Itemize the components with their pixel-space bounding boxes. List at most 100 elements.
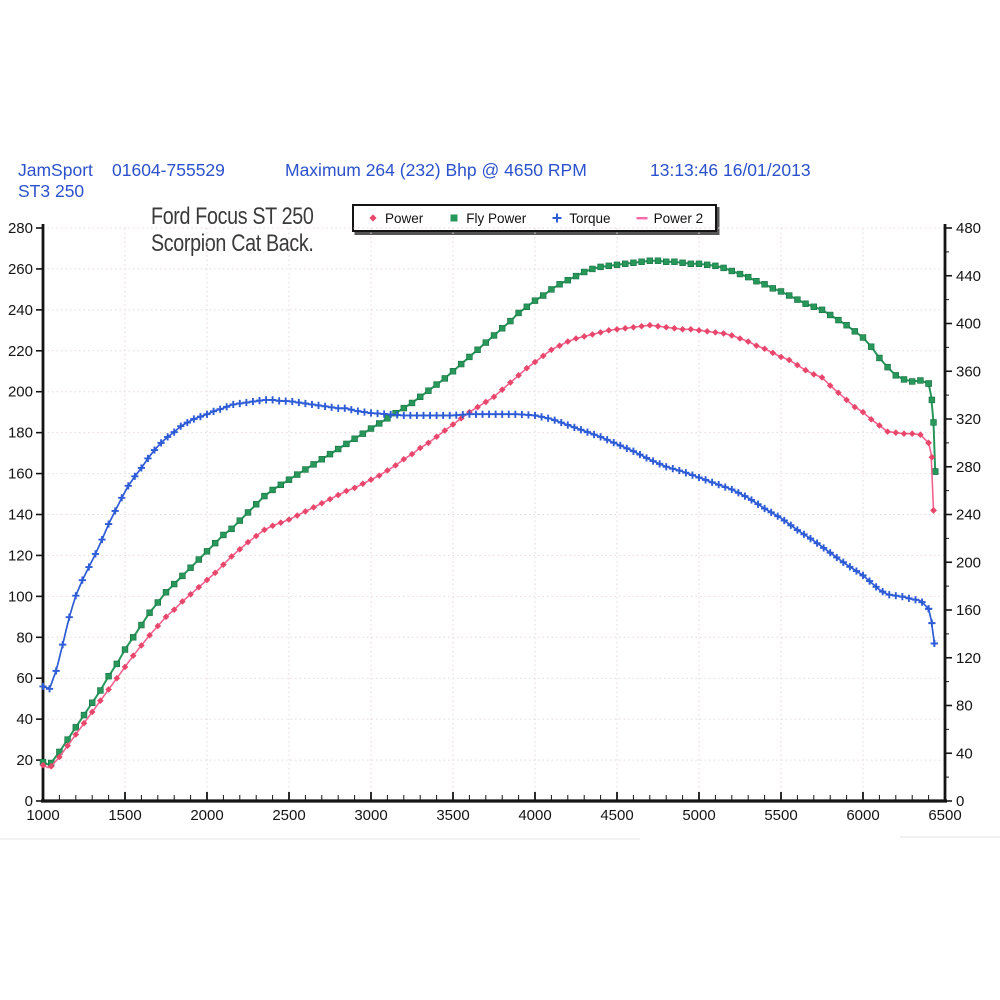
- fly-power-marker: [146, 609, 153, 616]
- torque-marker: [91, 550, 100, 558]
- torque-marker: [590, 430, 598, 439]
- fly-power-marker: [507, 317, 514, 325]
- chart-annotation-line2: Scorpion Cat Back.: [151, 230, 314, 257]
- torque-marker: [485, 410, 493, 418]
- x-tick-label: 6500: [928, 807, 961, 824]
- torque-marker: [813, 539, 821, 547]
- torque-marker: [564, 421, 572, 429]
- fly-power-marker: [269, 486, 276, 494]
- fly-power-marker: [753, 278, 760, 285]
- torque-marker: [682, 469, 690, 477]
- torque-marker: [616, 441, 624, 450]
- torque-marker: [551, 416, 559, 424]
- fly-power-marker: [654, 257, 662, 264]
- torque-marker: [570, 423, 578, 431]
- fly-power-marker: [490, 332, 498, 339]
- fly-power-marker: [826, 311, 834, 319]
- torque-marker: [255, 397, 264, 405]
- fly-power-marker: [351, 435, 358, 442]
- torque-marker: [334, 404, 342, 412]
- torque-marker: [518, 410, 526, 419]
- torque-marker: [347, 406, 355, 414]
- torque-marker: [269, 396, 277, 404]
- fly-power-marker: [367, 425, 375, 432]
- torque-marker: [505, 410, 513, 418]
- torque-marker: [459, 411, 467, 419]
- legend-item-fly-power: Fly Power: [447, 211, 526, 226]
- power-marker: [769, 349, 777, 357]
- torque-marker: [557, 418, 565, 427]
- torque-marker: [800, 530, 808, 538]
- right-tick-label: 200: [956, 554, 981, 571]
- fly-power-marker: [884, 363, 891, 371]
- torque-marker: [65, 613, 73, 621]
- torque-marker: [465, 410, 473, 418]
- right-tick-label: 360: [956, 363, 981, 380]
- power-marker: [630, 323, 637, 331]
- fly-power-marker: [187, 564, 194, 571]
- torque-marker: [787, 521, 795, 529]
- power-marker: [154, 622, 162, 630]
- fly-power-marker: [876, 354, 883, 362]
- torque-marker: [452, 411, 460, 419]
- torque-marker: [675, 466, 683, 475]
- x-tick-label: 3500: [436, 807, 469, 824]
- torque-marker: [537, 413, 546, 421]
- power-marker: [449, 421, 457, 428]
- torque-marker: [137, 464, 145, 472]
- fly-power-marker: [416, 393, 424, 401]
- power-marker: [928, 453, 936, 461]
- torque-marker: [708, 478, 716, 486]
- power-marker: [80, 719, 88, 727]
- torque-marker: [45, 685, 54, 693]
- power-marker: [720, 330, 727, 337]
- plus-marker-icon: [552, 213, 562, 223]
- legend-label: Fly Power: [466, 210, 527, 226]
- power-marker: [326, 495, 334, 503]
- power-marker: [318, 499, 326, 507]
- power-marker: [56, 753, 63, 761]
- power-marker: [572, 335, 580, 342]
- torque-marker: [918, 598, 926, 606]
- fly-power-marker: [138, 621, 145, 629]
- fly-power-marker: [638, 258, 645, 265]
- fly-power-marker: [679, 259, 686, 266]
- right-tick-label: 280: [956, 459, 981, 476]
- power-marker: [293, 512, 301, 519]
- power-marker: [392, 462, 399, 469]
- right-tick-label: 400: [956, 316, 981, 333]
- right-tick-label: 120: [956, 650, 981, 667]
- left-tick-label: 80: [16, 629, 33, 646]
- torque-marker: [52, 667, 60, 675]
- power-marker: [777, 353, 785, 361]
- fly-power-marker: [441, 375, 448, 382]
- torque-marker: [203, 410, 211, 418]
- fly-power-marker: [867, 343, 875, 350]
- power-marker: [39, 761, 47, 769]
- fly-power-marker: [130, 634, 137, 641]
- left-tick-label: 120: [8, 547, 33, 564]
- fly-power-marker: [925, 380, 932, 387]
- power-marker: [843, 396, 850, 404]
- power-marker: [179, 598, 186, 605]
- fly-power-marker: [851, 328, 859, 335]
- torque-marker: [72, 592, 80, 600]
- fly-power-marker: [802, 300, 809, 307]
- fly-power-marker: [556, 281, 563, 288]
- torque-marker: [236, 399, 244, 408]
- power-marker: [679, 325, 686, 333]
- torque-marker: [314, 401, 323, 409]
- x-tick-label: 5500: [764, 807, 797, 824]
- power-marker: [589, 331, 596, 338]
- fly-power-marker: [687, 260, 695, 268]
- power-marker: [523, 364, 531, 372]
- x-tick-label: 4500: [600, 807, 633, 824]
- fly-power-marker: [572, 272, 580, 280]
- fly-power-marker: [334, 445, 342, 453]
- torque-marker: [872, 583, 880, 591]
- fly-power-marker: [580, 268, 588, 276]
- torque-marker: [524, 411, 533, 419]
- power-marker: [400, 455, 408, 463]
- power-marker: [310, 504, 317, 511]
- fly-power-marker: [917, 377, 924, 384]
